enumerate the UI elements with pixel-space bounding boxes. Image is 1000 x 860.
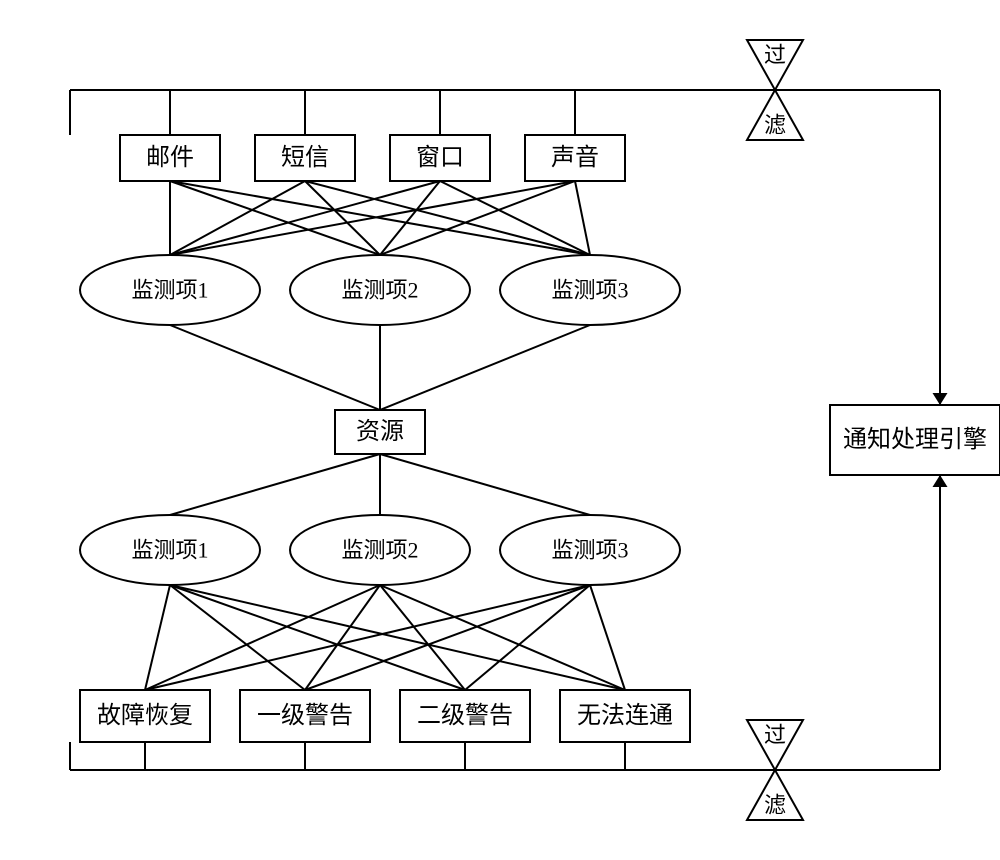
window-label: 窗口 bbox=[416, 144, 464, 171]
resource-label: 资源 bbox=[356, 418, 404, 445]
flowchart-diagram: 邮件短信窗口声音监测项1监测项2监测项3资源监测项1监测项2监测项3故障恢复一级… bbox=[0, 0, 1000, 860]
mail-label: 邮件 bbox=[146, 144, 194, 171]
warn1-label: 一级警告 bbox=[257, 702, 353, 729]
mb1-label: 监测项1 bbox=[131, 538, 208, 563]
mb2-label: 监测项2 bbox=[341, 538, 418, 563]
filter_top-label-bottom: 滤 bbox=[764, 113, 786, 138]
filter_top-label-top: 过 bbox=[764, 43, 786, 68]
mt2-label: 监测项2 bbox=[341, 278, 418, 303]
filter_bottom-label-top: 过 bbox=[764, 723, 786, 748]
mt3-label: 监测项3 bbox=[551, 278, 628, 303]
filter_bottom-label-bottom: 滤 bbox=[764, 793, 786, 818]
warn2-label: 二级警告 bbox=[417, 702, 513, 729]
mb3-label: 监测项3 bbox=[551, 538, 628, 563]
recover-label: 故障恢复 bbox=[97, 702, 193, 729]
sound-label: 声音 bbox=[551, 144, 599, 171]
engine-label: 通知处理引擎 bbox=[843, 426, 987, 453]
sms-label: 短信 bbox=[281, 144, 329, 171]
mt1-label: 监测项1 bbox=[131, 278, 208, 303]
noconn-label: 无法连通 bbox=[577, 702, 673, 729]
